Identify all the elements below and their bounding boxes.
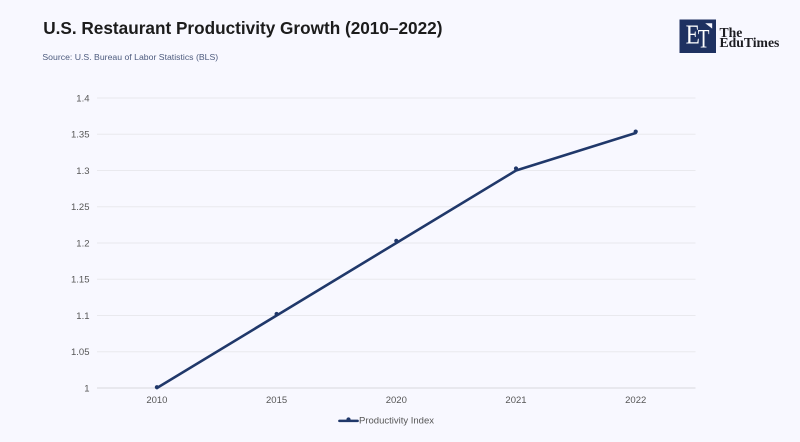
svg-text:1.4: 1.4 [76,93,89,104]
svg-text:2010: 2010 [146,395,167,406]
svg-text:1.15: 1.15 [71,275,90,286]
svg-text:1.35: 1.35 [71,130,90,141]
svg-text:T: T [698,24,710,54]
svg-text:Productivity Index: Productivity Index [359,416,434,427]
svg-text:1.2: 1.2 [76,238,89,249]
svg-text:2020: 2020 [386,395,407,406]
svg-text:2021: 2021 [505,395,526,406]
svg-text:2015: 2015 [266,395,287,406]
svg-text:1.05: 1.05 [71,347,90,358]
svg-text:1.3: 1.3 [76,166,89,177]
svg-text:1: 1 [84,383,89,394]
svg-text:1.1: 1.1 [76,311,89,322]
svg-text:2022: 2022 [625,395,646,406]
svg-text:E: E [686,19,700,50]
svg-text:1.25: 1.25 [71,202,90,213]
